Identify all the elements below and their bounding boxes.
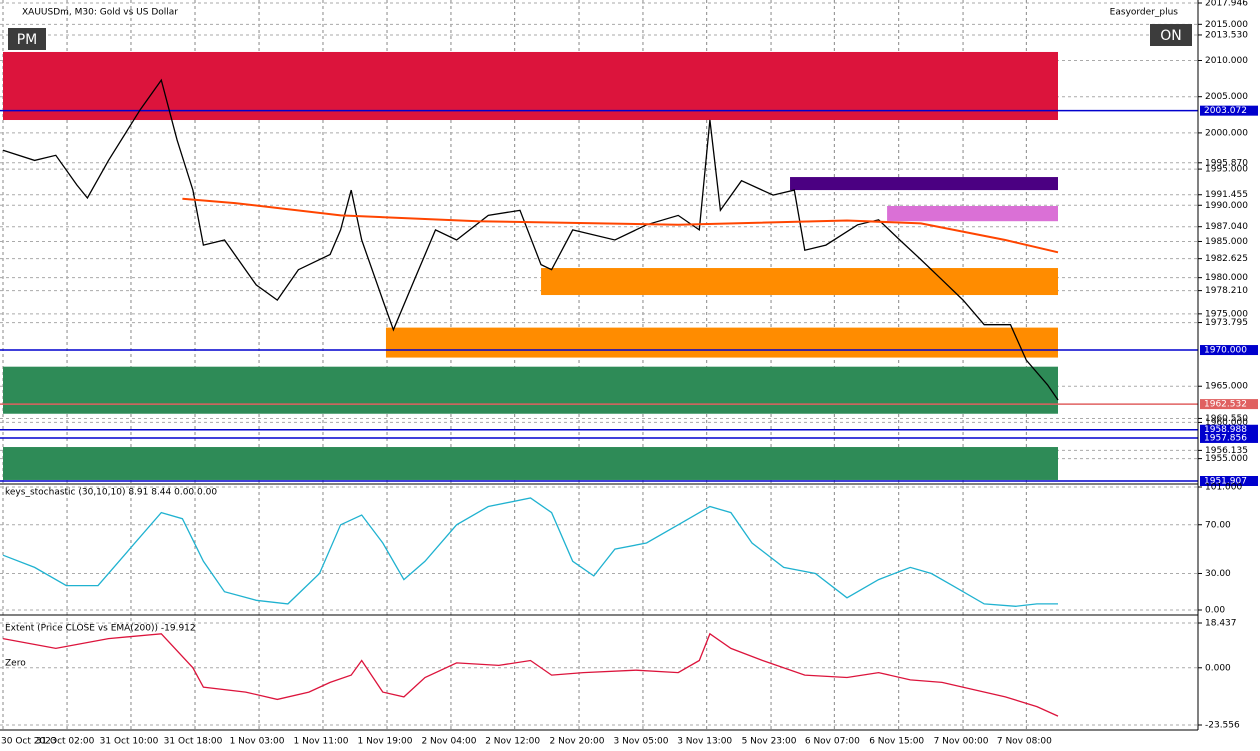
symbol-title: XAUUSDm, M30: Gold vs US Dollar [22, 8, 178, 18]
time-label: 2 Nov 04:00 [421, 737, 476, 747]
level-tag [1200, 432, 1258, 443]
y-tick-label: 1982.625 [1205, 254, 1248, 264]
status-badge[interactable] [1150, 24, 1192, 46]
time-label: 2 Nov 20:00 [550, 737, 605, 747]
expert-name: Easyorder_plus [1110, 8, 1179, 18]
time-label: 6 Nov 15:00 [869, 737, 924, 747]
series-line [2, 632, 1059, 717]
y-tick-label: 1956.135 [1205, 446, 1248, 456]
time-label: 1 Nov 03:00 [230, 737, 285, 747]
time-label: 30 Oct 2023 [1, 737, 57, 747]
time-label: 2 Nov 12:00 [485, 737, 540, 747]
y-tick-label: 1990.000 [1205, 201, 1248, 211]
mode-text: PM [17, 32, 38, 48]
panel-title: Extent (Price CLOSE vs EMA(200)) -19.912 [5, 624, 196, 634]
y-tick-label: 1995.870 [1205, 158, 1248, 168]
y-tick-label: 2010.000 [1205, 56, 1248, 66]
level-label: 1970.000 [1204, 346, 1247, 356]
y-tick-label: 1960.550 [1205, 414, 1248, 424]
level-label: 1958.988 [1204, 425, 1247, 435]
time-label: 5 Nov 23:00 [742, 737, 797, 747]
panel-annotation: Zero [5, 659, 26, 669]
y-tick-label: 1955.000 [1205, 454, 1248, 464]
level-label: 1957.856 [1204, 433, 1247, 443]
zone [3, 51, 1058, 121]
time-label: 31 Oct 18:00 [164, 737, 223, 747]
y-tick-label: 2005.000 [1205, 92, 1248, 102]
time-label: 7 Nov 00:00 [934, 737, 989, 747]
y-tick-label: 70.00 [1205, 520, 1231, 530]
time-label: 3 Nov 13:00 [677, 737, 732, 747]
y-tick-label: 0.000 [1205, 663, 1231, 673]
mode-badge[interactable] [8, 28, 46, 50]
time-label: 31 Oct 02:00 [36, 737, 95, 747]
y-tick-label: 1960.000 [1205, 418, 1248, 428]
y-tick-label: 1980.000 [1205, 273, 1248, 283]
y-tick-label: 1987.040 [1205, 222, 1248, 232]
level-tag [1200, 105, 1258, 116]
y-tick-label: 18.437 [1205, 619, 1237, 629]
level-tag [1200, 345, 1258, 356]
y-tick-label: 1991.455 [1205, 190, 1248, 200]
y-tick-label: 30.00 [1205, 569, 1231, 579]
y-tick-label: 1973.795 [1205, 318, 1248, 328]
y-tick-label: 0.00 [1205, 606, 1225, 616]
y-tick-label: 101.000 [1205, 483, 1242, 493]
y-tick-label: 2013.530 [1205, 30, 1248, 40]
level-tag [1200, 424, 1258, 435]
zone [790, 177, 1058, 191]
marks [0, 51, 1198, 717]
level-label: 2003.072 [1204, 106, 1247, 116]
time-label: 31 Oct 10:00 [100, 737, 159, 747]
y-tick-label: 2000.000 [1205, 128, 1248, 138]
time-label: 3 Nov 05:00 [613, 737, 668, 747]
y-tick-label: 1995.000 [1205, 165, 1248, 175]
series-line [182, 197, 1059, 254]
status-text: ON [1160, 28, 1182, 44]
zone [887, 206, 1058, 222]
level-tag [1200, 399, 1258, 410]
y-tick-label: 1978.210 [1205, 286, 1248, 296]
panel-title: keys_stochastic (30,10,10) 8.91 8.44 0.0… [5, 488, 217, 498]
zone [3, 366, 1058, 414]
series-line [2, 497, 1058, 607]
y-tick-label: 2015.000 [1205, 20, 1248, 30]
y-tick-label: 1975.000 [1205, 309, 1248, 319]
time-label: 6 Nov 07:00 [805, 737, 860, 747]
time-label: 1 Nov 11:00 [294, 737, 349, 747]
y-tick-label: 1985.000 [1205, 237, 1248, 247]
y-tick-label: 2017.946 [1205, 0, 1248, 9]
zone [541, 268, 1058, 296]
level-label: 1962.532 [1204, 400, 1247, 410]
y-tick-label: -23.556 [1205, 721, 1240, 731]
level-label: 1951.907 [1204, 477, 1247, 487]
time-label: 1 Nov 19:00 [358, 737, 413, 747]
zone [385, 327, 1059, 358]
zone [3, 447, 1058, 480]
series-line [2, 78, 1059, 401]
time-label: 7 Nov 08:00 [997, 737, 1052, 747]
level-tag [1200, 476, 1258, 486]
y-tick-label: 1965.000 [1205, 382, 1248, 392]
